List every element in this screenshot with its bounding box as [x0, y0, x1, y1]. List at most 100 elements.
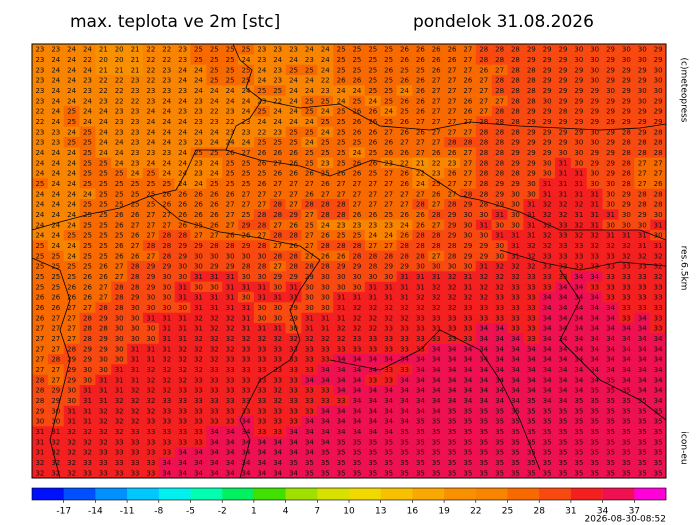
cell-value: 34 [543, 376, 552, 384]
cell [349, 292, 366, 303]
cell-value: 26 [210, 211, 219, 219]
cell-value: 35 [559, 428, 568, 436]
cell-value: 32 [400, 304, 409, 312]
cell [111, 126, 128, 138]
cell-value: 35 [352, 449, 361, 457]
cell-value: 34 [654, 366, 663, 374]
cell-value: 33 [162, 428, 171, 436]
cell-value: 31 [511, 232, 520, 240]
cell [634, 188, 651, 200]
cell-value: 34 [527, 366, 536, 374]
cell [190, 230, 207, 241]
cell-value: 31 [590, 211, 599, 219]
cell [459, 230, 477, 241]
cell-value: 33 [146, 418, 155, 426]
cell-value: 34 [638, 314, 647, 322]
cell-value: 35 [559, 459, 568, 467]
cell-value: 33 [638, 273, 647, 281]
cell [650, 188, 667, 200]
cell [79, 64, 96, 76]
cell-value: 28 [479, 190, 488, 198]
cell [523, 168, 540, 179]
cell-value: 31 [210, 294, 219, 302]
cell [539, 250, 556, 262]
cell [507, 209, 524, 220]
cell [238, 126, 255, 138]
cell-value: 34 [574, 273, 583, 281]
cell [222, 178, 239, 189]
cell-value: 24 [51, 149, 60, 157]
cell-value: 26 [226, 190, 235, 198]
cell-value: 31 [178, 325, 187, 333]
cell [459, 168, 477, 179]
cell-value: 35 [432, 418, 441, 426]
cell [634, 292, 651, 303]
cell-value: 29 [622, 66, 631, 74]
cell-value: 32 [448, 283, 457, 291]
cell-value: 27 [384, 180, 393, 188]
cell [301, 137, 318, 148]
cell-value: 25 [337, 149, 346, 157]
cell [602, 250, 619, 262]
cell-value: 34 [543, 304, 552, 312]
cell-value: 26 [416, 211, 425, 219]
cell-value: 28 [448, 139, 457, 147]
cell [475, 54, 492, 65]
cell [650, 95, 667, 107]
cell-value: 35 [495, 449, 504, 457]
cell [111, 75, 128, 86]
cell-value: 32 [416, 304, 425, 312]
cell-value: 33 [210, 397, 219, 405]
cell-value: 27 [273, 180, 282, 188]
cell-value: 32 [289, 335, 298, 343]
cell-value: 29 [384, 263, 393, 271]
cell-value: 29 [559, 77, 568, 85]
cell-value: 34 [590, 356, 599, 364]
colorbar-tick-label: 19 [438, 507, 450, 517]
cell-value: 35 [606, 449, 615, 457]
cell-value: 23 [131, 139, 140, 147]
cell [523, 75, 540, 86]
colorbar-bin [63, 488, 96, 500]
cell [650, 199, 667, 210]
cell-value: 27 [384, 190, 393, 198]
cell-value: 28 [622, 159, 631, 167]
cell-value: 33 [257, 345, 266, 353]
cell-value: 35 [321, 469, 330, 477]
cell [491, 116, 508, 127]
cell-value: 31 [606, 211, 615, 219]
cell-value: 34 [194, 459, 203, 467]
cell-value: 33 [463, 314, 472, 322]
cell [634, 281, 651, 293]
cell-value: 28 [463, 139, 472, 147]
cell [333, 116, 350, 127]
cell-value: 30 [67, 387, 76, 395]
cell-value: 34 [495, 325, 504, 333]
cell [142, 157, 160, 169]
cell [111, 44, 128, 55]
cell-value: 32 [543, 211, 552, 219]
cell [238, 44, 255, 55]
cell-value: 35 [654, 428, 663, 436]
cell-value: 30 [638, 56, 647, 64]
cell [555, 44, 572, 55]
cell-value: 24 [384, 108, 393, 116]
cell-value: 33 [273, 356, 282, 364]
cell-value: 25 [51, 273, 60, 281]
cell-value: 28 [479, 128, 488, 136]
cell [269, 178, 286, 189]
cell [602, 85, 619, 96]
cell [32, 44, 49, 55]
cell-value: 25 [83, 159, 92, 167]
cell-value: 34 [352, 418, 361, 426]
cell-value: 28 [67, 345, 76, 353]
cell-value: 23 [194, 118, 203, 126]
cell [396, 106, 413, 117]
cell-value: 34 [622, 345, 631, 353]
cell-value: 35 [463, 428, 472, 436]
cell [650, 209, 667, 220]
cell [491, 261, 508, 272]
model-label: icon-eu [679, 431, 689, 464]
cell-value: 25 [432, 180, 441, 188]
cell [206, 292, 223, 303]
